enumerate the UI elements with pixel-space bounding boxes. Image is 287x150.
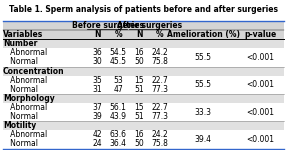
Text: 35: 35	[92, 76, 102, 85]
Text: 55.5: 55.5	[195, 53, 212, 62]
Text: 75.8: 75.8	[152, 140, 168, 148]
Text: 36: 36	[92, 48, 102, 57]
Text: 77.3: 77.3	[152, 85, 168, 94]
Text: 43.9: 43.9	[110, 112, 127, 121]
Text: p-value: p-value	[244, 30, 276, 39]
Text: 36.4: 36.4	[110, 140, 127, 148]
Text: 31: 31	[92, 85, 102, 94]
Text: Variables: Variables	[3, 30, 43, 39]
Text: %: %	[114, 30, 122, 39]
Text: 37: 37	[92, 103, 102, 112]
Text: Amelioration (%): Amelioration (%)	[167, 30, 240, 39]
Text: 77.3: 77.3	[152, 112, 168, 121]
Text: 51: 51	[134, 85, 144, 94]
Text: Table 1. Sperm analysis of patients before and after surgeries: Table 1. Sperm analysis of patients befo…	[9, 4, 278, 14]
Text: Motility: Motility	[3, 121, 36, 130]
Text: Abnormal: Abnormal	[3, 130, 47, 139]
Text: 50: 50	[134, 57, 144, 66]
Text: 50: 50	[134, 140, 144, 148]
Text: %: %	[156, 30, 164, 39]
Text: 53: 53	[113, 76, 123, 85]
Text: <0.001: <0.001	[246, 80, 274, 89]
Text: After surgeries: After surgeries	[117, 21, 182, 30]
Text: <0.001: <0.001	[246, 53, 274, 62]
Text: Abnormal: Abnormal	[3, 103, 47, 112]
Text: 15: 15	[134, 103, 144, 112]
Text: Number: Number	[3, 39, 37, 48]
Text: Normal: Normal	[3, 112, 38, 121]
Text: 47: 47	[113, 85, 123, 94]
Text: 24.2: 24.2	[152, 48, 168, 57]
Text: 30: 30	[92, 57, 102, 66]
Text: 15: 15	[134, 76, 144, 85]
Text: 22.7: 22.7	[152, 76, 168, 85]
Text: 16: 16	[134, 130, 144, 139]
Text: Concentration: Concentration	[3, 67, 65, 76]
Text: 33.3: 33.3	[195, 108, 212, 117]
Text: 39: 39	[92, 112, 102, 121]
Text: 75.8: 75.8	[152, 57, 168, 66]
Text: 24.2: 24.2	[152, 130, 168, 139]
Text: Normal: Normal	[3, 85, 38, 94]
Text: Morphology: Morphology	[3, 94, 55, 103]
Text: <0.001: <0.001	[246, 135, 274, 144]
Text: 45.5: 45.5	[110, 57, 127, 66]
Text: N: N	[136, 30, 142, 39]
Text: 16: 16	[134, 48, 144, 57]
Text: N: N	[94, 30, 100, 39]
Text: 24: 24	[92, 140, 102, 148]
Text: Normal: Normal	[3, 140, 38, 148]
Text: 51: 51	[134, 112, 144, 121]
Text: 54.5: 54.5	[110, 48, 127, 57]
Text: 42: 42	[92, 130, 102, 139]
Text: Abnormal: Abnormal	[3, 76, 47, 85]
Text: 55.5: 55.5	[195, 80, 212, 89]
Text: <0.001: <0.001	[246, 108, 274, 117]
Text: 56.1: 56.1	[110, 103, 127, 112]
Text: 39.4: 39.4	[195, 135, 212, 144]
Text: Before surgeries: Before surgeries	[71, 21, 144, 30]
Text: Abnormal: Abnormal	[3, 48, 47, 57]
Text: 22.7: 22.7	[152, 103, 168, 112]
Text: 63.6: 63.6	[110, 130, 127, 139]
Text: Normal: Normal	[3, 57, 38, 66]
